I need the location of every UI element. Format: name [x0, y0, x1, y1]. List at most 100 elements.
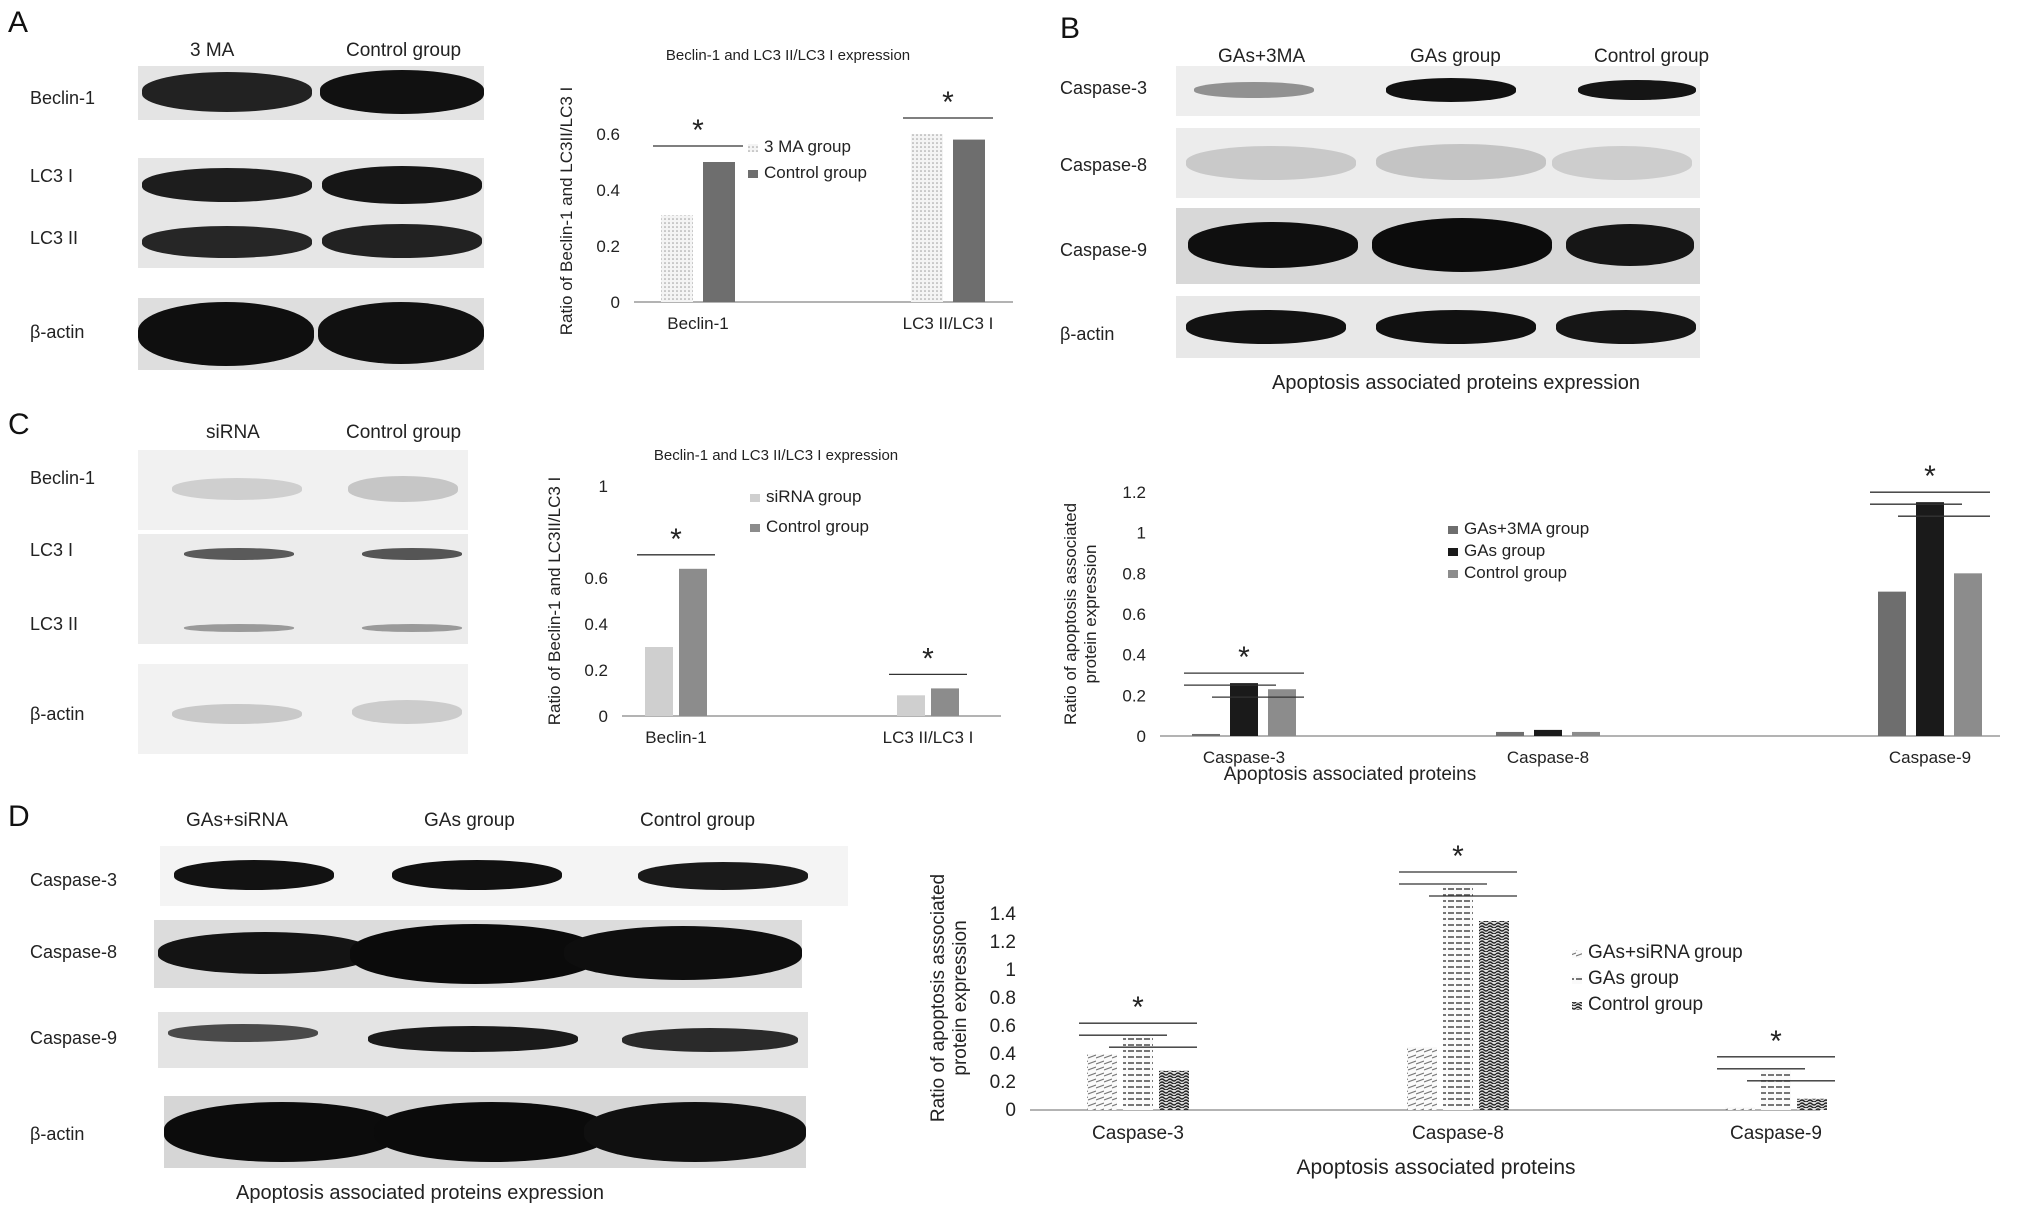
significance-marker: * — [1452, 840, 1464, 873]
blot-a-row-1: Beclin-1 — [30, 88, 96, 108]
blot-c-row-3: LC3 II — [30, 614, 79, 634]
blot-b-caption: Apoptosis associated proteins expression — [1272, 372, 1640, 394]
bar — [911, 134, 943, 302]
y-axis-label: Ratio of Beclin-1 and LC3II/LC3 I — [557, 87, 576, 336]
chart-d: Ratio of apoptosis associated protein exp… — [928, 840, 1835, 1179]
bar — [703, 162, 735, 302]
blot-b-row-1: Caspase-3 — [1060, 78, 1148, 98]
blot-b-strip-casp9 — [1176, 208, 1700, 284]
blot-c-row-4: β-actin — [30, 704, 85, 724]
legend-label: siRNA group — [766, 487, 861, 506]
x-axis-label: Apoptosis associated proteins — [1297, 1156, 1576, 1179]
x-tick-label: LC3 II/LC3 I — [883, 728, 974, 747]
blot-c-row-2: LC3 I — [30, 540, 74, 560]
blot-a-lane-1: 3 MA — [190, 40, 235, 61]
legend-swatch — [1448, 570, 1458, 578]
y-tick-label: 0.4 — [596, 181, 620, 200]
y-tick-label: 1.4 — [990, 904, 1017, 925]
x-tick-label: Caspase-8 — [1412, 1123, 1504, 1144]
legend-swatch — [1448, 548, 1458, 556]
chart-title: Beclin-1 and LC3 II/LC3 I expression — [666, 47, 910, 64]
y-tick-label: 0.4 — [584, 615, 608, 634]
blot-a-lane-2: Control group — [346, 40, 462, 61]
y-tick-label: 0.4 — [1122, 646, 1146, 665]
bar — [1954, 573, 1982, 736]
x-tick-label: LC3 II/LC3 I — [903, 314, 994, 333]
panel-label-b: B — [1060, 12, 1081, 45]
y-axis-label: Ratio of apoptosis associated — [928, 874, 949, 1122]
blot-d-row-3: Caspase-9 — [30, 1028, 118, 1048]
bar — [1268, 689, 1296, 736]
bar — [1159, 1070, 1189, 1110]
x-tick-label: Beclin-1 — [667, 314, 728, 333]
bar — [1534, 729, 1562, 736]
blot-a-strip-beclin — [138, 66, 484, 120]
blot-d-lane-1: GAs+siRNA — [186, 810, 288, 831]
chart-title: Beclin-1 and LC3 II/LC3 I expression — [654, 447, 898, 464]
y-tick-label: 0.6 — [596, 125, 620, 144]
blot-b-strip-casp8 — [1176, 128, 1700, 198]
blot-a-strip-lc3 — [138, 158, 484, 268]
blot-b-row-4: β-actin — [1060, 324, 1115, 344]
y-tick-label: 1 — [599, 477, 608, 496]
blot-c-strip-lc3 — [138, 534, 468, 644]
chart-c: Beclin-1 and LC3 II/LC3 I expression Rati… — [545, 447, 1001, 747]
legend-swatch — [1572, 1002, 1582, 1010]
significance-marker: * — [942, 86, 954, 119]
legend-swatch — [748, 144, 758, 152]
blot-a-row-2: LC3 I — [30, 166, 74, 186]
bar — [1479, 921, 1509, 1110]
x-tick-label: Caspase-8 — [1507, 748, 1589, 767]
bar — [679, 568, 707, 716]
blot-a-row-3: LC3 II — [30, 228, 79, 248]
x-tick-label: Caspase-9 — [1889, 748, 1971, 767]
significance-marker: * — [1770, 1025, 1782, 1058]
legend-label: Control group — [1464, 563, 1567, 582]
blot-d-row-2: Caspase-8 — [30, 942, 118, 962]
blot-d-row-4: β-actin — [30, 1124, 85, 1144]
blot-d-lane-2: GAs group — [424, 810, 515, 831]
significance-marker: * — [1132, 991, 1144, 1024]
blot-d-row-1: Caspase-3 — [30, 870, 118, 890]
bar — [1916, 502, 1944, 736]
significance-marker: * — [692, 114, 704, 147]
significance-marker: * — [1238, 641, 1250, 674]
blot-c-row-1: Beclin-1 — [30, 468, 96, 488]
blot-c-strip-beclin — [138, 450, 468, 530]
y-tick-label: 0.2 — [584, 661, 608, 680]
legend-swatch — [750, 524, 760, 532]
blot-c-lane-1: siRNA — [206, 422, 260, 443]
significance-marker: * — [922, 642, 934, 675]
legend-swatch — [748, 170, 758, 178]
x-tick-label: Caspase-3 — [1092, 1123, 1184, 1144]
y-axis-label: Ratio of apoptosis associated — [1061, 503, 1080, 725]
legend-label: Control group — [1588, 994, 1703, 1015]
blot-b-row-2: Caspase-8 — [1060, 155, 1148, 175]
legend-label: 3 MA group — [764, 137, 851, 156]
y-tick-label: 0.4 — [990, 1044, 1017, 1065]
blot-d-caption: Apoptosis associated proteins expression — [236, 1182, 604, 1204]
y-tick-label: 1.2 — [990, 932, 1016, 953]
y-tick-label: 1 — [1005, 960, 1016, 981]
blot-a-strip-actin — [138, 298, 484, 370]
bar — [1496, 731, 1524, 736]
legend-swatch — [750, 494, 760, 502]
y-tick-label: 0.8 — [990, 988, 1016, 1009]
blot-c-lane-2: Control group — [346, 422, 462, 443]
blot-d-strip-casp8 — [154, 920, 802, 988]
blot-b-lane-3: Control group — [1594, 46, 1710, 67]
significance-marker: * — [1924, 460, 1936, 493]
panel-label-d: D — [8, 800, 30, 833]
chart-a: Beclin-1 and LC3 II/LC3 I expression Rati… — [557, 47, 1013, 336]
legend-swatch — [1448, 526, 1458, 534]
y-tick-label: 0.2 — [990, 1072, 1016, 1093]
y-tick-label: 0.8 — [1122, 564, 1146, 583]
significance-marker: * — [670, 523, 682, 556]
y-tick-label: 0 — [611, 293, 620, 312]
bar — [1192, 733, 1220, 736]
bar — [897, 695, 925, 716]
bar — [1797, 1098, 1827, 1110]
blot-a-row-4: β-actin — [30, 322, 85, 342]
blot-d-lane-3: Control group — [640, 810, 756, 831]
y-tick-label: 0.6 — [1122, 605, 1146, 624]
